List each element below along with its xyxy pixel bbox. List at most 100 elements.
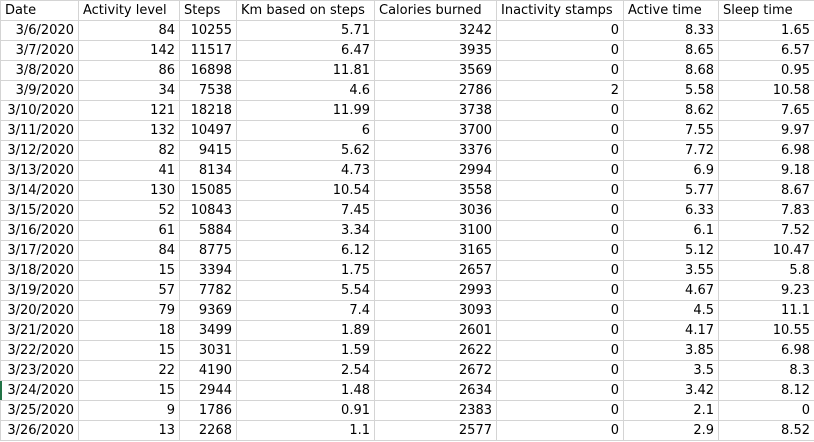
cell-steps[interactable]: 10843 (179, 200, 237, 221)
cell-km-based-on-steps[interactable]: 4.73 (236, 160, 375, 181)
cell-sleep-time[interactable]: 8.52 (718, 420, 814, 441)
cell-inactivity-stamps[interactable]: 0 (496, 360, 624, 381)
header-steps[interactable]: Steps (179, 0, 237, 21)
cell-steps[interactable]: 3031 (179, 340, 237, 361)
cell-sleep-time[interactable]: 7.52 (718, 220, 814, 241)
cell-steps[interactable]: 10255 (179, 20, 237, 41)
cell-active-time[interactable]: 6.33 (623, 200, 719, 221)
cell-active-time[interactable]: 5.58 (623, 80, 719, 101)
cell-activity-level[interactable]: 79 (78, 300, 180, 321)
cell-date[interactable]: 3/21/2020 (0, 320, 79, 341)
cell-activity-level[interactable]: 130 (78, 180, 180, 201)
cell-active-time[interactable]: 3.55 (623, 260, 719, 281)
cell-inactivity-stamps[interactable]: 2 (496, 80, 624, 101)
cell-steps[interactable]: 18218 (179, 100, 237, 121)
cell-activity-level[interactable]: 22 (78, 360, 180, 381)
cell-inactivity-stamps[interactable]: 0 (496, 200, 624, 221)
cell-steps[interactable]: 8775 (179, 240, 237, 261)
cell-date[interactable]: 3/9/2020 (0, 80, 79, 101)
cell-km-based-on-steps[interactable]: 6.12 (236, 240, 375, 261)
cell-steps[interactable]: 8134 (179, 160, 237, 181)
header-active-time[interactable]: Active time (623, 0, 719, 21)
cell-activity-level[interactable]: 13 (78, 420, 180, 441)
cell-steps[interactable]: 4190 (179, 360, 237, 381)
cell-active-time[interactable]: 8.65 (623, 40, 719, 61)
header-inactivity-stamps[interactable]: Inactivity stamps (496, 0, 624, 21)
cell-calories-burned[interactable]: 3036 (374, 200, 497, 221)
cell-activity-level[interactable]: 142 (78, 40, 180, 61)
cell-date[interactable]: 3/26/2020 (0, 420, 79, 441)
cell-steps[interactable]: 3394 (179, 260, 237, 281)
cell-activity-level[interactable]: 41 (78, 160, 180, 181)
cell-sleep-time[interactable]: 0 (718, 400, 814, 421)
cell-steps[interactable]: 10497 (179, 120, 237, 141)
cell-date[interactable]: 3/18/2020 (0, 260, 79, 281)
cell-activity-level[interactable]: 15 (78, 260, 180, 281)
cell-date[interactable]: 3/8/2020 (0, 60, 79, 81)
cell-date[interactable]: 3/25/2020 (0, 400, 79, 421)
cell-sleep-time[interactable]: 8.67 (718, 180, 814, 201)
cell-date[interactable]: 3/16/2020 (0, 220, 79, 241)
cell-sleep-time[interactable]: 9.97 (718, 120, 814, 141)
cell-activity-level[interactable]: 84 (78, 240, 180, 261)
cell-active-time[interactable]: 3.5 (623, 360, 719, 381)
header-activity-level[interactable]: Activity level (78, 0, 180, 21)
cell-date[interactable]: 3/22/2020 (0, 340, 79, 361)
cell-sleep-time[interactable]: 6.98 (718, 340, 814, 361)
cell-sleep-time[interactable]: 10.58 (718, 80, 814, 101)
cell-steps[interactable]: 9369 (179, 300, 237, 321)
cell-inactivity-stamps[interactable]: 0 (496, 220, 624, 241)
cell-calories-burned[interactable]: 3935 (374, 40, 497, 61)
cell-active-time[interactable]: 5.77 (623, 180, 719, 201)
cell-sleep-time[interactable]: 0.95 (718, 60, 814, 81)
cell-calories-burned[interactable]: 3093 (374, 300, 497, 321)
cell-active-time[interactable]: 4.5 (623, 300, 719, 321)
cell-activity-level[interactable]: 86 (78, 60, 180, 81)
cell-activity-level[interactable]: 61 (78, 220, 180, 241)
cell-calories-burned[interactable]: 3165 (374, 240, 497, 261)
cell-inactivity-stamps[interactable]: 0 (496, 240, 624, 261)
cell-date[interactable]: 3/17/2020 (0, 240, 79, 261)
cell-steps[interactable]: 2944 (179, 380, 237, 401)
cell-steps[interactable]: 3499 (179, 320, 237, 341)
cell-inactivity-stamps[interactable]: 0 (496, 60, 624, 81)
cell-activity-level[interactable]: 34 (78, 80, 180, 101)
cell-date[interactable]: 3/10/2020 (0, 100, 79, 121)
cell-activity-level[interactable]: 57 (78, 280, 180, 301)
cell-km-based-on-steps[interactable]: 1.59 (236, 340, 375, 361)
cell-date[interactable]: 3/6/2020 (0, 20, 79, 41)
cell-calories-burned[interactable]: 2601 (374, 320, 497, 341)
cell-steps[interactable]: 2268 (179, 420, 237, 441)
header-date[interactable]: Date (0, 0, 79, 21)
cell-km-based-on-steps[interactable]: 5.54 (236, 280, 375, 301)
cell-sleep-time[interactable]: 8.12 (718, 380, 814, 401)
cell-date[interactable]: 3/11/2020 (0, 120, 79, 141)
header-calories-burned[interactable]: Calories burned (374, 0, 497, 21)
cell-calories-burned[interactable]: 2577 (374, 420, 497, 441)
cell-date[interactable]: 3/24/2020 (0, 380, 79, 401)
cell-inactivity-stamps[interactable]: 0 (496, 420, 624, 441)
cell-calories-burned[interactable]: 3700 (374, 120, 497, 141)
cell-inactivity-stamps[interactable]: 0 (496, 140, 624, 161)
cell-sleep-time[interactable]: 6.57 (718, 40, 814, 61)
cell-date[interactable]: 3/20/2020 (0, 300, 79, 321)
cell-inactivity-stamps[interactable]: 0 (496, 260, 624, 281)
cell-km-based-on-steps[interactable]: 5.71 (236, 20, 375, 41)
cell-sleep-time[interactable]: 9.18 (718, 160, 814, 181)
cell-activity-level[interactable]: 15 (78, 340, 180, 361)
cell-sleep-time[interactable]: 10.47 (718, 240, 814, 261)
cell-activity-level[interactable]: 15 (78, 380, 180, 401)
cell-km-based-on-steps[interactable]: 6 (236, 120, 375, 141)
cell-date[interactable]: 3/15/2020 (0, 200, 79, 221)
cell-steps[interactable]: 7538 (179, 80, 237, 101)
cell-sleep-time[interactable]: 7.83 (718, 200, 814, 221)
cell-km-based-on-steps[interactable]: 3.34 (236, 220, 375, 241)
cell-date[interactable]: 3/19/2020 (0, 280, 79, 301)
cell-active-time[interactable]: 2.1 (623, 400, 719, 421)
cell-active-time[interactable]: 6.1 (623, 220, 719, 241)
cell-sleep-time[interactable]: 9.23 (718, 280, 814, 301)
cell-inactivity-stamps[interactable]: 0 (496, 400, 624, 421)
cell-active-time[interactable]: 2.9 (623, 420, 719, 441)
cell-active-time[interactable]: 8.33 (623, 20, 719, 41)
cell-steps[interactable]: 11517 (179, 40, 237, 61)
